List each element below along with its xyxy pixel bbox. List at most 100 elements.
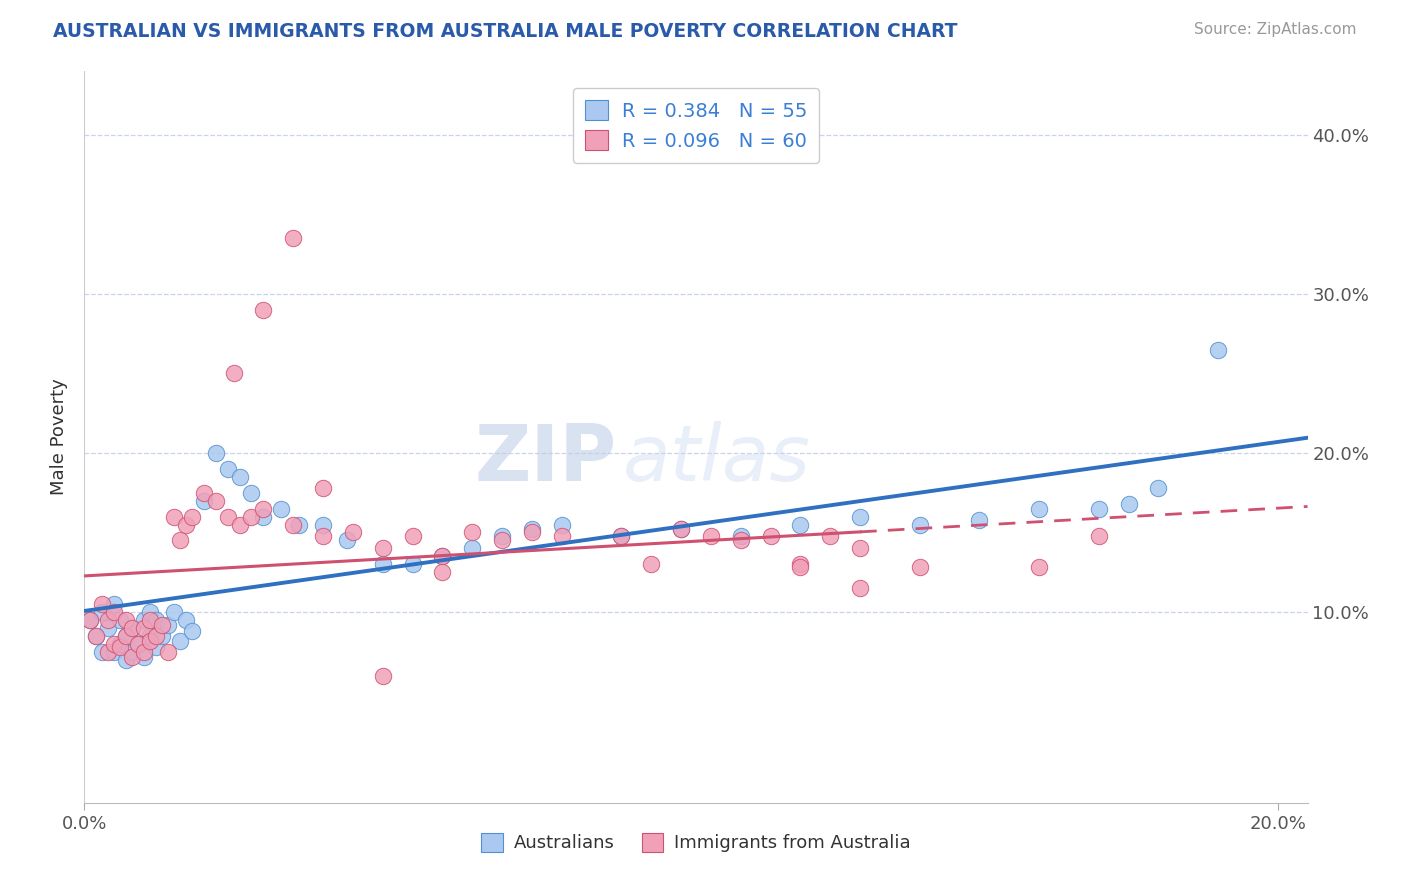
Point xyxy=(1028,560,1050,574)
Point xyxy=(342,525,364,540)
Point xyxy=(228,517,250,532)
Point xyxy=(180,509,202,524)
Point xyxy=(139,613,162,627)
Point xyxy=(759,529,782,543)
Point xyxy=(150,629,173,643)
Point xyxy=(132,621,155,635)
Point xyxy=(669,522,692,536)
Point xyxy=(336,533,359,548)
Point xyxy=(371,668,394,682)
Point xyxy=(97,613,120,627)
Point xyxy=(312,481,335,495)
Point xyxy=(371,558,394,572)
Point xyxy=(491,529,513,543)
Text: Source: ZipAtlas.com: Source: ZipAtlas.com xyxy=(1194,22,1357,37)
Point xyxy=(270,501,292,516)
Point xyxy=(193,485,215,500)
Point xyxy=(103,637,125,651)
Point xyxy=(91,645,114,659)
Point xyxy=(163,605,186,619)
Point xyxy=(139,605,162,619)
Point xyxy=(700,529,723,543)
Point xyxy=(432,549,454,564)
Point xyxy=(432,566,454,580)
Point xyxy=(849,581,872,595)
Point xyxy=(789,517,811,532)
Point xyxy=(288,517,311,532)
Point xyxy=(401,558,423,572)
Point xyxy=(169,633,191,648)
Point xyxy=(461,541,484,556)
Point xyxy=(115,629,138,643)
Point xyxy=(908,517,931,532)
Point xyxy=(115,613,138,627)
Point xyxy=(115,653,138,667)
Point xyxy=(789,560,811,574)
Point xyxy=(1087,529,1109,543)
Point xyxy=(520,525,543,540)
Point xyxy=(283,517,305,532)
Point xyxy=(115,629,138,643)
Point xyxy=(640,558,662,572)
Point xyxy=(849,541,872,556)
Point xyxy=(103,597,125,611)
Point xyxy=(156,617,179,632)
Point xyxy=(1147,481,1170,495)
Point xyxy=(401,529,423,543)
Point xyxy=(730,529,752,543)
Point xyxy=(84,629,107,643)
Point xyxy=(150,617,173,632)
Point xyxy=(551,529,574,543)
Point xyxy=(121,645,143,659)
Point xyxy=(156,645,179,659)
Point xyxy=(849,509,872,524)
Point xyxy=(91,605,114,619)
Point xyxy=(1206,343,1229,357)
Point xyxy=(169,533,191,548)
Legend: Australians, Immigrants from Australia: Australians, Immigrants from Australia xyxy=(474,826,918,860)
Point xyxy=(461,525,484,540)
Point xyxy=(1118,497,1140,511)
Point xyxy=(312,517,335,532)
Point xyxy=(491,533,513,548)
Text: ZIP: ZIP xyxy=(474,421,616,497)
Point xyxy=(204,446,226,460)
Point xyxy=(121,649,143,664)
Point xyxy=(193,493,215,508)
Point xyxy=(108,613,131,627)
Point xyxy=(127,637,149,651)
Point xyxy=(551,517,574,532)
Point xyxy=(371,541,394,556)
Point xyxy=(204,493,226,508)
Point xyxy=(1028,501,1050,516)
Point xyxy=(730,533,752,548)
Point xyxy=(132,613,155,627)
Point xyxy=(222,367,245,381)
Point xyxy=(174,517,197,532)
Point xyxy=(180,624,202,638)
Point xyxy=(610,529,633,543)
Point xyxy=(312,529,335,543)
Point xyxy=(1087,501,1109,516)
Point xyxy=(103,605,125,619)
Point xyxy=(610,529,633,543)
Point xyxy=(97,621,120,635)
Point xyxy=(97,645,120,659)
Point xyxy=(139,633,162,648)
Point xyxy=(789,558,811,572)
Point xyxy=(132,649,155,664)
Point xyxy=(432,549,454,564)
Point xyxy=(121,621,143,635)
Point xyxy=(217,462,239,476)
Point xyxy=(283,231,305,245)
Point xyxy=(145,640,167,654)
Point xyxy=(818,529,841,543)
Point xyxy=(163,509,186,524)
Point xyxy=(228,470,250,484)
Point xyxy=(520,522,543,536)
Point xyxy=(79,613,101,627)
Point xyxy=(908,560,931,574)
Point xyxy=(84,629,107,643)
Point xyxy=(252,501,274,516)
Point xyxy=(145,629,167,643)
